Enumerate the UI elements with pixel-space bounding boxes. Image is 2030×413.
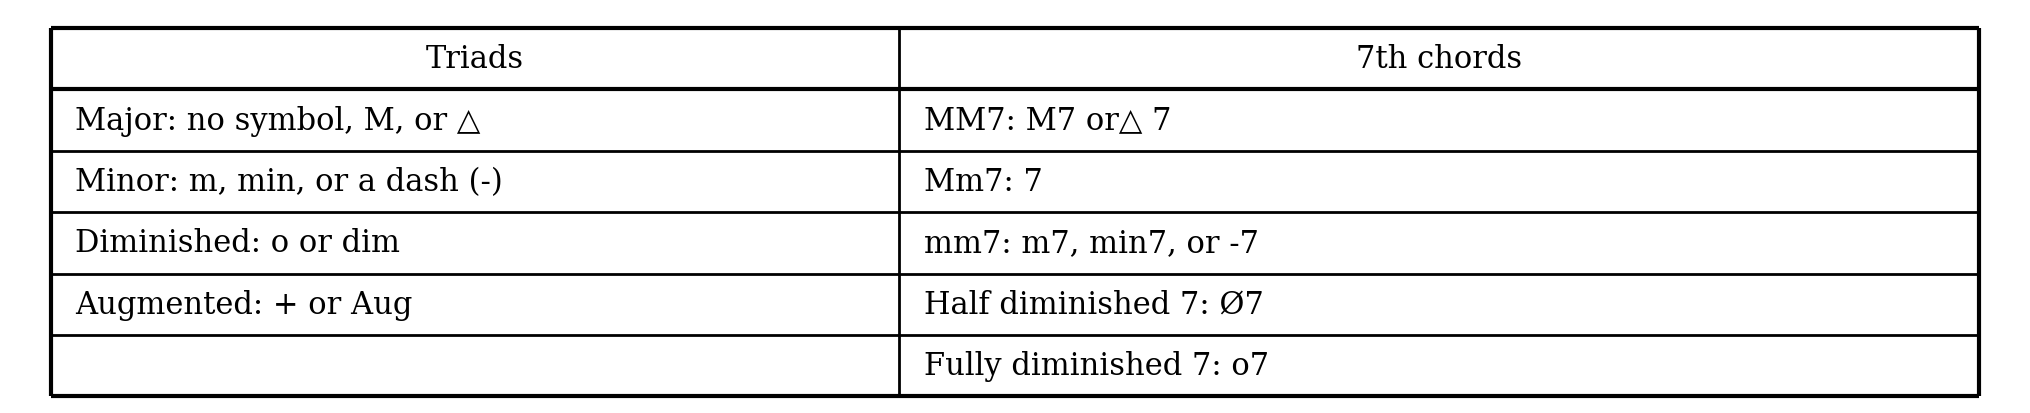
Text: 7th chords: 7th chords (1356, 44, 1522, 75)
Text: Minor: m, min, or a dash (-): Minor: m, min, or a dash (-) (75, 166, 503, 197)
Text: mm7: m7, min7, or -7: mm7: m7, min7, or -7 (924, 228, 1259, 259)
Text: Fully diminished 7: o7: Fully diminished 7: o7 (924, 350, 1269, 381)
Text: Diminished: o or dim: Diminished: o or dim (75, 228, 400, 259)
Text: Augmented: + or Aug: Augmented: + or Aug (75, 289, 412, 320)
Text: Major: no symbol, M, or △: Major: no symbol, M, or △ (75, 105, 481, 136)
Text: Triads: Triads (426, 44, 524, 75)
Text: Half diminished 7: Ø7: Half diminished 7: Ø7 (924, 289, 1263, 320)
Text: Mm7: 7: Mm7: 7 (924, 166, 1043, 197)
Text: MM7: M7 or△ 7: MM7: M7 or△ 7 (924, 105, 1171, 136)
